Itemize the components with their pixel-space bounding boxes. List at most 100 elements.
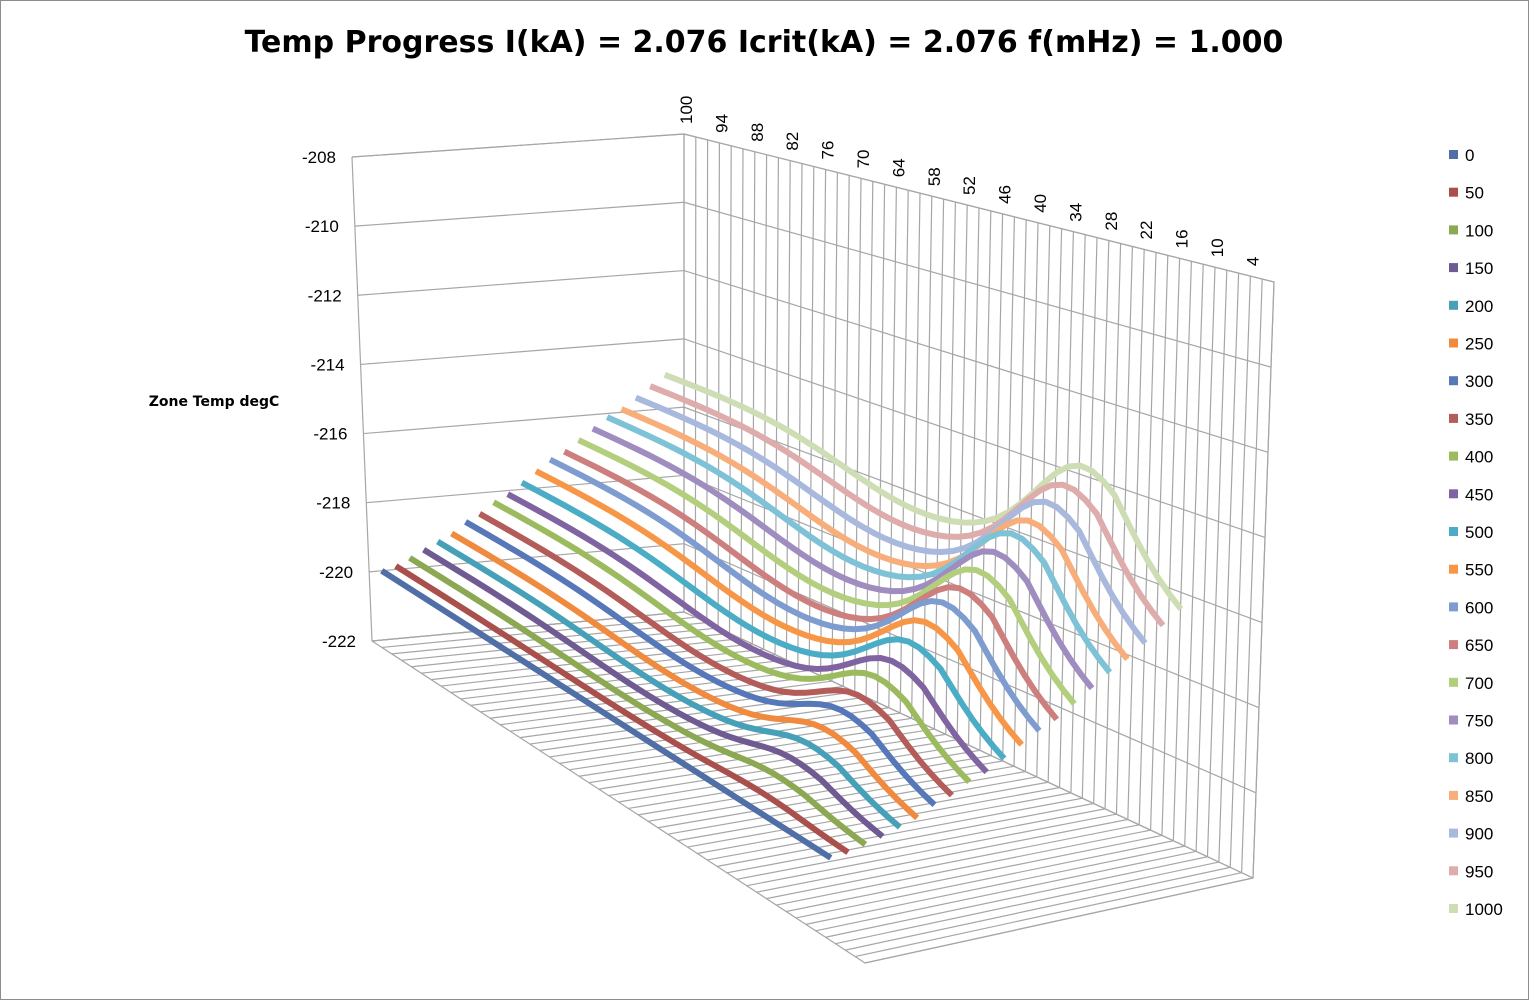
legend-swatch-300 bbox=[1449, 376, 1458, 386]
legend-swatch-850 bbox=[1449, 790, 1458, 800]
legend-label-600: 600 bbox=[1465, 598, 1493, 617]
x-tick-label: 10 bbox=[1208, 238, 1227, 257]
series-line-850 bbox=[620, 406, 1130, 662]
x-gridline bbox=[795, 261, 1192, 919]
x-gridline bbox=[736, 243, 1122, 880]
x-gridline bbox=[598, 202, 956, 790]
series-line-350 bbox=[478, 511, 954, 798]
y-tick-label: -210 bbox=[305, 217, 339, 236]
legend-swatch-600 bbox=[1449, 602, 1458, 612]
series-line-50 bbox=[394, 563, 850, 855]
y-tick-label: -214 bbox=[311, 355, 345, 374]
x-gridline bbox=[539, 184, 886, 752]
x-gridline bbox=[756, 249, 1145, 893]
x-tick-label: 28 bbox=[1102, 212, 1121, 231]
x-gridline bbox=[569, 193, 921, 771]
series-line-1000 bbox=[663, 372, 1184, 611]
series-line-250 bbox=[450, 530, 920, 821]
legend-label-900: 900 bbox=[1465, 825, 1493, 844]
legend-swatch-100 bbox=[1449, 225, 1458, 235]
legend-label-650: 650 bbox=[1465, 636, 1493, 655]
legend-swatch-350 bbox=[1449, 413, 1458, 423]
x-tick-label: 58 bbox=[925, 167, 944, 186]
x-gridline bbox=[638, 213, 1004, 816]
legend-label-550: 550 bbox=[1465, 561, 1493, 580]
legend-swatch-900 bbox=[1449, 828, 1458, 838]
legend-swatch-950 bbox=[1449, 866, 1458, 876]
series-lines bbox=[380, 372, 1184, 861]
x-gridline bbox=[440, 154, 768, 687]
legend-label-700: 700 bbox=[1465, 674, 1493, 693]
legend-label-950: 950 bbox=[1465, 862, 1493, 881]
x-gridline bbox=[815, 267, 1216, 932]
series-line-500 bbox=[520, 479, 1007, 761]
y-tick-label: -216 bbox=[313, 425, 347, 444]
x-gridline bbox=[450, 157, 780, 694]
series-line-900 bbox=[634, 394, 1148, 645]
y-tick-label: -208 bbox=[302, 148, 336, 167]
legend-label-800: 800 bbox=[1465, 749, 1493, 768]
legend-label-350: 350 bbox=[1465, 410, 1493, 429]
x-gridline bbox=[855, 279, 1263, 958]
legend-swatch-400 bbox=[1449, 451, 1458, 461]
x-gridline bbox=[805, 264, 1204, 925]
x-tick-label: 4 bbox=[1243, 257, 1262, 266]
x-tick-label: 64 bbox=[889, 158, 908, 177]
x-gridline bbox=[657, 219, 1027, 829]
series-line-950 bbox=[649, 383, 1166, 628]
series-line-600 bbox=[548, 456, 1042, 733]
legend-label-400: 400 bbox=[1465, 448, 1493, 467]
x-tick-label: 88 bbox=[748, 123, 767, 142]
series-line-200 bbox=[436, 539, 902, 830]
x-gridline bbox=[776, 255, 1169, 906]
series-line-800 bbox=[605, 414, 1113, 675]
legend-label-0: 0 bbox=[1465, 146, 1474, 165]
legend-swatch-700 bbox=[1449, 677, 1458, 687]
legend-label-200: 200 bbox=[1465, 297, 1493, 316]
legend-label-300: 300 bbox=[1465, 372, 1493, 391]
legend-label-1000: 1000 bbox=[1465, 900, 1503, 919]
legend-swatch-0 bbox=[1449, 150, 1458, 159]
grid bbox=[351, 133, 1275, 964]
legend-label-150: 150 bbox=[1465, 259, 1493, 278]
legend-swatch-500 bbox=[1449, 527, 1458, 536]
legend-swatch-250 bbox=[1449, 338, 1458, 348]
x-gridline bbox=[500, 172, 838, 726]
legend-swatch-800 bbox=[1449, 753, 1458, 763]
legend-swatch-550 bbox=[1449, 564, 1458, 574]
legend-swatch-750 bbox=[1449, 715, 1458, 725]
legend-swatch-150 bbox=[1449, 263, 1458, 273]
x-gridline bbox=[766, 252, 1157, 900]
x-gridline bbox=[845, 276, 1251, 951]
legend-swatch-1000 bbox=[1449, 904, 1458, 913]
x-gridline bbox=[786, 258, 1181, 913]
x-tick-label: 100 bbox=[677, 96, 696, 124]
y-tick-label: -222 bbox=[322, 632, 356, 651]
series-line-100 bbox=[408, 555, 868, 847]
legend-label-500: 500 bbox=[1465, 523, 1493, 542]
y-tick-label: -220 bbox=[319, 563, 353, 582]
x-gridline bbox=[549, 187, 897, 758]
legend-swatch-450 bbox=[1449, 489, 1458, 499]
legend-swatch-50 bbox=[1449, 187, 1458, 197]
x-gridline bbox=[746, 246, 1133, 887]
x-tick-label: 82 bbox=[783, 132, 802, 151]
legend-label-850: 850 bbox=[1465, 787, 1493, 806]
chart-title: Temp Progress I(kA) = 2.076 Icrit(kA) = … bbox=[245, 25, 1284, 60]
x-gridline bbox=[667, 222, 1039, 835]
legend-swatch-200 bbox=[1449, 300, 1458, 310]
series-line-650 bbox=[563, 448, 1060, 722]
x-gridline bbox=[864, 281, 1275, 964]
x-tick-label: 16 bbox=[1173, 229, 1192, 248]
x-tick-label: 52 bbox=[960, 176, 979, 195]
y-axis-title: Zone Temp degC bbox=[149, 394, 280, 410]
x-tick-label: 46 bbox=[996, 185, 1015, 204]
series-line-0 bbox=[380, 568, 833, 861]
series-line-400 bbox=[492, 499, 972, 784]
x-gridline bbox=[588, 199, 945, 784]
x-tick-label: 40 bbox=[1031, 194, 1050, 213]
x-tick-label: 76 bbox=[819, 141, 838, 160]
y-tick-label: -212 bbox=[308, 286, 342, 305]
x-gridline bbox=[559, 190, 909, 764]
